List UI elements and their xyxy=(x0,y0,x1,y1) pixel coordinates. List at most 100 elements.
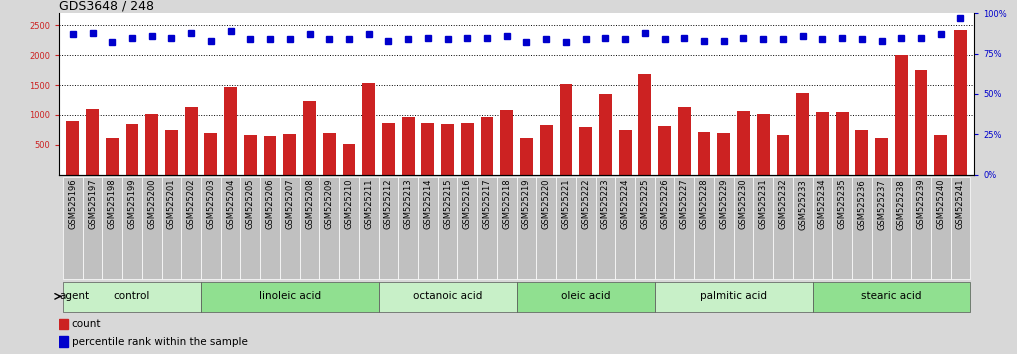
Bar xyxy=(458,177,477,279)
Bar xyxy=(359,177,378,279)
Bar xyxy=(221,177,240,279)
Bar xyxy=(832,177,852,279)
Text: GSM525236: GSM525236 xyxy=(857,179,866,229)
Text: GSM525205: GSM525205 xyxy=(246,179,255,229)
Text: GSM525233: GSM525233 xyxy=(798,179,807,229)
Bar xyxy=(82,177,103,279)
Bar xyxy=(698,132,711,175)
Bar xyxy=(556,177,576,279)
Bar xyxy=(378,177,399,279)
Text: count: count xyxy=(72,319,102,329)
Bar xyxy=(418,177,437,279)
Text: GSM525215: GSM525215 xyxy=(443,179,453,229)
Text: GSM525210: GSM525210 xyxy=(345,179,354,229)
Bar xyxy=(813,282,970,312)
Bar xyxy=(793,177,813,279)
Bar xyxy=(477,177,497,279)
Text: GSM525239: GSM525239 xyxy=(916,179,925,229)
Bar xyxy=(63,177,82,279)
Bar xyxy=(892,177,911,279)
Text: octanoic acid: octanoic acid xyxy=(413,291,482,301)
Bar xyxy=(103,177,122,279)
Text: GSM525224: GSM525224 xyxy=(620,179,630,229)
Text: GSM525206: GSM525206 xyxy=(265,179,275,229)
Text: GSM525211: GSM525211 xyxy=(364,179,373,229)
Bar xyxy=(461,123,474,175)
Bar xyxy=(536,177,556,279)
Bar xyxy=(86,109,99,175)
Bar xyxy=(520,138,533,175)
Bar xyxy=(497,177,517,279)
Bar xyxy=(717,133,730,175)
Text: GSM525196: GSM525196 xyxy=(68,179,77,229)
Bar xyxy=(813,177,832,279)
Bar xyxy=(303,101,316,175)
Text: agent: agent xyxy=(59,291,89,301)
Bar xyxy=(402,117,415,175)
Text: GSM525225: GSM525225 xyxy=(641,179,650,229)
Bar xyxy=(596,177,615,279)
Bar xyxy=(201,282,378,312)
Bar xyxy=(757,114,770,175)
Text: oleic acid: oleic acid xyxy=(561,291,610,301)
Bar xyxy=(204,133,218,175)
Bar xyxy=(599,94,612,175)
Bar xyxy=(141,177,162,279)
Text: GSM525218: GSM525218 xyxy=(502,179,512,229)
Bar xyxy=(695,177,714,279)
Bar xyxy=(639,74,651,175)
Bar xyxy=(382,122,395,175)
Bar xyxy=(59,319,68,329)
Bar xyxy=(343,143,355,175)
Text: linoleic acid: linoleic acid xyxy=(258,291,320,301)
Bar xyxy=(931,177,951,279)
Bar xyxy=(437,177,458,279)
Bar xyxy=(322,133,336,175)
Bar xyxy=(855,130,869,175)
Bar xyxy=(224,87,237,175)
Bar xyxy=(66,121,79,175)
Bar xyxy=(165,130,178,175)
Text: GSM525238: GSM525238 xyxy=(897,179,906,229)
Bar xyxy=(615,177,635,279)
Bar xyxy=(240,177,260,279)
Text: GSM525222: GSM525222 xyxy=(581,179,590,229)
Bar xyxy=(635,177,655,279)
Text: palmitic acid: palmitic acid xyxy=(700,291,767,301)
Bar xyxy=(876,138,888,175)
Bar xyxy=(181,177,201,279)
Text: GSM525235: GSM525235 xyxy=(838,179,846,229)
Bar xyxy=(733,177,754,279)
Text: GSM525230: GSM525230 xyxy=(739,179,747,229)
Bar xyxy=(576,177,596,279)
Bar xyxy=(674,177,695,279)
Text: GSM525241: GSM525241 xyxy=(956,179,965,229)
Text: percentile rank within the sample: percentile rank within the sample xyxy=(72,337,248,347)
Bar xyxy=(655,282,813,312)
Text: GSM525214: GSM525214 xyxy=(423,179,432,229)
Bar xyxy=(319,177,339,279)
Bar xyxy=(280,177,300,279)
Bar xyxy=(185,107,197,175)
Text: GSM525229: GSM525229 xyxy=(719,179,728,229)
Text: GSM525202: GSM525202 xyxy=(187,179,195,229)
Text: GSM525219: GSM525219 xyxy=(522,179,531,229)
Bar xyxy=(284,134,296,175)
Bar xyxy=(754,177,773,279)
Bar xyxy=(244,135,256,175)
Bar xyxy=(378,282,517,312)
Bar xyxy=(481,117,493,175)
Text: GSM525231: GSM525231 xyxy=(759,179,768,229)
Bar xyxy=(517,177,536,279)
Text: GSM525228: GSM525228 xyxy=(700,179,709,229)
Bar xyxy=(872,177,892,279)
Text: GSM525240: GSM525240 xyxy=(937,179,945,229)
Bar xyxy=(852,177,872,279)
Bar xyxy=(911,177,931,279)
Bar xyxy=(777,135,789,175)
Text: GSM525220: GSM525220 xyxy=(542,179,551,229)
Bar xyxy=(714,177,733,279)
Text: GSM525200: GSM525200 xyxy=(147,179,157,229)
Bar xyxy=(122,177,141,279)
Text: GSM525199: GSM525199 xyxy=(127,179,136,229)
